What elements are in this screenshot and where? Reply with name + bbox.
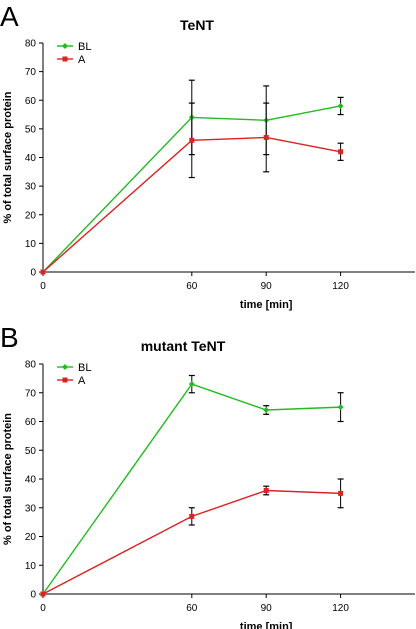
y-tick-label: 50 (25, 124, 37, 135)
y-tick-label: 0 (30, 590, 36, 601)
x-tick-label: 0 (40, 281, 46, 292)
legend-label: A (78, 54, 86, 66)
x-tick-label: 60 (186, 281, 198, 292)
legend-label: BL (78, 362, 91, 374)
series-line (42, 105, 341, 273)
legend-entry: BL (57, 362, 91, 374)
x-tick-label: 60 (186, 603, 198, 614)
data-point (263, 407, 270, 413)
legend-swatch-marker (62, 43, 68, 49)
data-point (189, 137, 195, 143)
y-tick-label: 30 (25, 503, 37, 514)
x-axis-label: time [min] (240, 621, 293, 629)
legend-swatch-marker (62, 364, 68, 370)
legend-entry: A (57, 375, 86, 387)
panel-letter: B (0, 322, 19, 353)
data-point (337, 404, 344, 411)
x-tick-label: 0 (40, 603, 46, 614)
chart-title: TeNT (180, 17, 214, 33)
panel-letter: A (0, 1, 19, 32)
data-point (337, 102, 344, 109)
series-a (40, 478, 344, 597)
chart-panel-a: A TeNT 0 10 20 30 40 50 60 70 80 0 60 90 120 time [min]… (0, 1, 415, 311)
y-tick-label: 70 (25, 388, 37, 399)
data-point (263, 134, 269, 140)
series-bl (40, 374, 344, 597)
series-line (42, 383, 341, 595)
x-axis-label: time [min] (240, 299, 293, 311)
data-point (188, 381, 195, 388)
y-tick-label: 30 (25, 182, 37, 193)
legend-label: A (78, 375, 86, 387)
x-tick-label: 120 (332, 281, 349, 292)
y-tick-label: 10 (25, 561, 37, 572)
legend-entry: A (57, 54, 86, 66)
data-point (338, 490, 344, 496)
chart-title: mutant TeNT (141, 338, 226, 354)
y-tick-label: 60 (25, 96, 37, 107)
data-point (263, 488, 269, 493)
x-tick-label: 90 (261, 281, 273, 292)
y-tick-label: 60 (25, 417, 37, 428)
legend-swatch-marker (62, 56, 68, 62)
series-line (42, 489, 341, 595)
legend-label: BL (78, 41, 91, 53)
series-line (42, 136, 341, 273)
y-tick-label: 40 (25, 475, 37, 486)
data-point (40, 269, 46, 275)
y-tick-label: 80 (25, 360, 37, 371)
series-a (40, 102, 344, 275)
y-tick-label: 40 (25, 153, 37, 164)
legend-swatch-marker (62, 377, 68, 383)
y-tick-label: 20 (25, 210, 37, 221)
y-tick-label: 70 (25, 67, 37, 78)
data-point (40, 591, 46, 597)
data-point (189, 513, 195, 519)
y-axis-label: % of total surface protein (2, 91, 14, 223)
series-bl (40, 79, 344, 275)
y-tick-label: 80 (25, 39, 37, 50)
legend-entry: BL (57, 41, 91, 53)
x-tick-label: 120 (332, 603, 349, 614)
y-tick-label: 20 (25, 532, 37, 543)
x-tick-label: 90 (261, 603, 273, 614)
y-tick-label: 10 (25, 239, 37, 250)
y-axis-label: % of total surface protein (2, 413, 14, 545)
y-tick-label: 50 (25, 446, 37, 457)
data-point (338, 149, 344, 155)
y-tick-label: 0 (30, 268, 36, 279)
